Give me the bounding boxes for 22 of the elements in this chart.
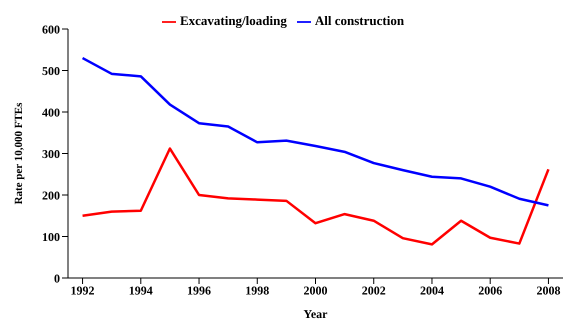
x-tick-label: 2006 [478,284,502,298]
x-tick-label: 1994 [128,284,153,298]
line-series [81,56,550,207]
legend-label: All construction [314,13,404,28]
x-tick-label: 2008 [536,284,560,298]
x-tick-label: 2000 [304,284,328,298]
y-axis-title: Rate per 10,000 FTEs [12,102,25,204]
x-tick-label: 2002 [362,284,386,298]
x-tick-label: 1992 [70,284,95,298]
y-tick-label: 400 [42,105,60,120]
y-tick-label: 0 [54,271,60,286]
y-tick-label: 300 [42,146,60,161]
legend-label: Excavating/loading [180,13,287,28]
y-tick-label: 100 [42,230,60,244]
line-series [81,147,550,246]
x-tick-label: 2004 [420,284,444,298]
y-tick-label: 500 [42,64,60,78]
x-tick-label: 1996 [187,284,212,298]
x-axis-title: Year [304,307,328,321]
y-tick-label: 600 [42,22,60,36]
x-tick-label: 1998 [245,284,270,298]
y-tick-label: 200 [42,188,60,202]
